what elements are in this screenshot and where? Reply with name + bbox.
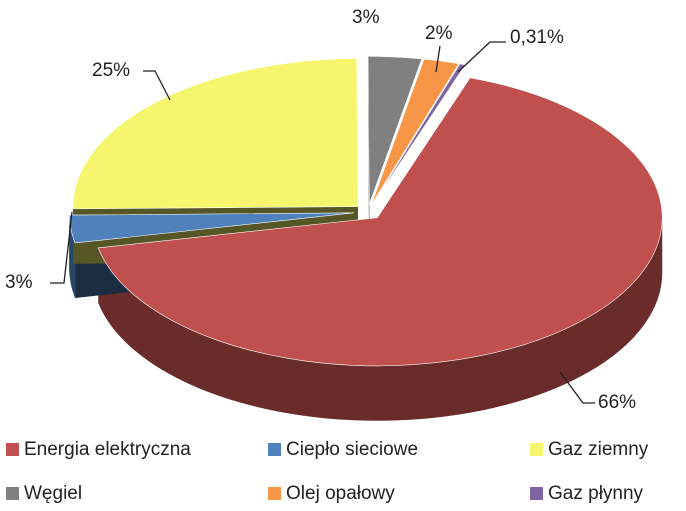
data-label: 66% bbox=[598, 392, 636, 413]
leader-line bbox=[435, 45, 441, 73]
data-label: 3% bbox=[5, 272, 33, 293]
slice bbox=[367, 56, 423, 205]
leader-line bbox=[143, 70, 171, 101]
slice-side bbox=[98, 217, 663, 421]
leader-line bbox=[559, 371, 595, 404]
data-label: 3% bbox=[352, 7, 380, 28]
slice bbox=[72, 58, 359, 210]
legend-label: Energia elektryczna bbox=[24, 439, 191, 460]
leader-line bbox=[457, 41, 506, 73]
slice bbox=[97, 77, 663, 367]
legend-swatch bbox=[6, 443, 19, 456]
legend-swatch bbox=[6, 487, 19, 500]
slice-side bbox=[69, 215, 76, 298]
legend-swatch bbox=[268, 487, 281, 500]
legend-label: Gaz ziemny bbox=[548, 439, 649, 460]
legend-label: Węgiel bbox=[24, 483, 82, 504]
data-label: 25% bbox=[92, 60, 130, 81]
legend-swatch bbox=[530, 487, 543, 500]
data-label: 0,31% bbox=[510, 27, 564, 48]
legend-swatch bbox=[530, 443, 543, 456]
leader-line bbox=[50, 211, 73, 284]
legend-label: Gaz płynny bbox=[548, 483, 644, 504]
slice bbox=[371, 58, 460, 205]
legend-swatch bbox=[268, 443, 281, 456]
data-label: 2% bbox=[425, 23, 453, 44]
legend-label: Ciepło sieciowe bbox=[286, 439, 418, 460]
legend-label: Olej opałowy bbox=[286, 483, 395, 504]
slice bbox=[68, 212, 355, 244]
